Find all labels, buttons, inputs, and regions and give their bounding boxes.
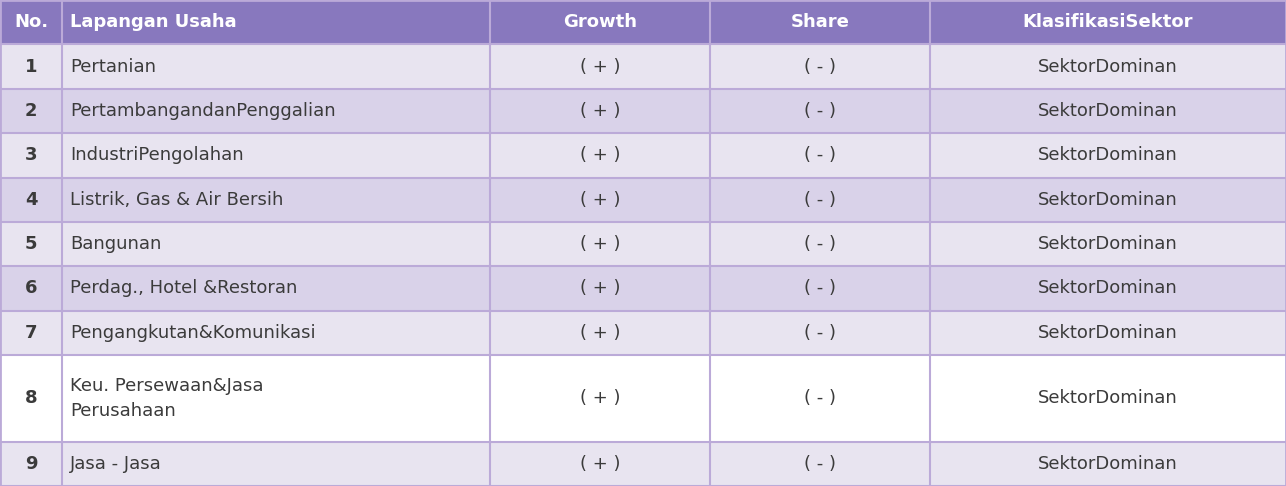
Text: ( + ): ( + ) (580, 57, 620, 76)
Bar (0, 133, 1286, 177)
Bar (0, 0, 1286, 44)
Text: Bangunan: Bangunan (69, 235, 161, 253)
Text: Growth: Growth (563, 13, 637, 31)
Text: Jasa - Jasa: Jasa - Jasa (69, 455, 162, 473)
Text: Keu. Persewaan&Jasa
Perusahaan: Keu. Persewaan&Jasa Perusahaan (69, 377, 264, 420)
Text: KlasifikasiSektor: KlasifikasiSektor (1022, 13, 1193, 31)
Text: SektorDominan: SektorDominan (1038, 324, 1178, 342)
Text: ( - ): ( - ) (804, 455, 836, 473)
Text: SektorDominan: SektorDominan (1038, 455, 1178, 473)
Text: SektorDominan: SektorDominan (1038, 191, 1178, 208)
Text: 1: 1 (24, 57, 37, 76)
Bar (0, 177, 1286, 222)
Text: 2: 2 (24, 102, 37, 120)
Text: ( + ): ( + ) (580, 102, 620, 120)
Bar (0, 44, 1286, 89)
Text: Lapangan Usaha: Lapangan Usaha (69, 13, 237, 31)
Text: Listrik, Gas & Air Bersih: Listrik, Gas & Air Bersih (69, 191, 283, 208)
Text: ( - ): ( - ) (804, 57, 836, 76)
Text: ( - ): ( - ) (804, 279, 836, 297)
Text: ( - ): ( - ) (804, 235, 836, 253)
Text: ( - ): ( - ) (804, 102, 836, 120)
Text: 7: 7 (24, 324, 37, 342)
Text: ( - ): ( - ) (804, 324, 836, 342)
Text: 5: 5 (24, 235, 37, 253)
Text: ( + ): ( + ) (580, 191, 620, 208)
Text: ( - ): ( - ) (804, 389, 836, 407)
Text: Pengangkutan&Komunikasi: Pengangkutan&Komunikasi (69, 324, 315, 342)
Text: ( + ): ( + ) (580, 146, 620, 164)
Text: Share: Share (791, 13, 850, 31)
Text: SektorDominan: SektorDominan (1038, 389, 1178, 407)
Text: SektorDominan: SektorDominan (1038, 235, 1178, 253)
Bar (0, 442, 1286, 486)
Text: SektorDominan: SektorDominan (1038, 57, 1178, 76)
Text: ( - ): ( - ) (804, 191, 836, 208)
Bar (0, 355, 1286, 442)
Text: ( - ): ( - ) (804, 146, 836, 164)
Text: Pertanian: Pertanian (69, 57, 156, 76)
Text: 4: 4 (24, 191, 37, 208)
Text: ( + ): ( + ) (580, 279, 620, 297)
Text: 9: 9 (24, 455, 37, 473)
Text: Perdag., Hotel &Restoran: Perdag., Hotel &Restoran (69, 279, 297, 297)
Text: ( + ): ( + ) (580, 389, 620, 407)
Text: SektorDominan: SektorDominan (1038, 102, 1178, 120)
Text: ( + ): ( + ) (580, 235, 620, 253)
Text: IndustriPengolahan: IndustriPengolahan (69, 146, 243, 164)
Text: SektorDominan: SektorDominan (1038, 279, 1178, 297)
Text: PertambangandanPenggalian: PertambangandanPenggalian (69, 102, 336, 120)
Bar (0, 266, 1286, 311)
Text: 3: 3 (24, 146, 37, 164)
Bar (0, 222, 1286, 266)
Bar (0, 311, 1286, 355)
Bar (0, 89, 1286, 133)
Text: ( + ): ( + ) (580, 324, 620, 342)
Text: ( + ): ( + ) (580, 455, 620, 473)
Text: 8: 8 (24, 389, 37, 407)
Text: 6: 6 (24, 279, 37, 297)
Text: SektorDominan: SektorDominan (1038, 146, 1178, 164)
Text: No.: No. (14, 13, 48, 31)
